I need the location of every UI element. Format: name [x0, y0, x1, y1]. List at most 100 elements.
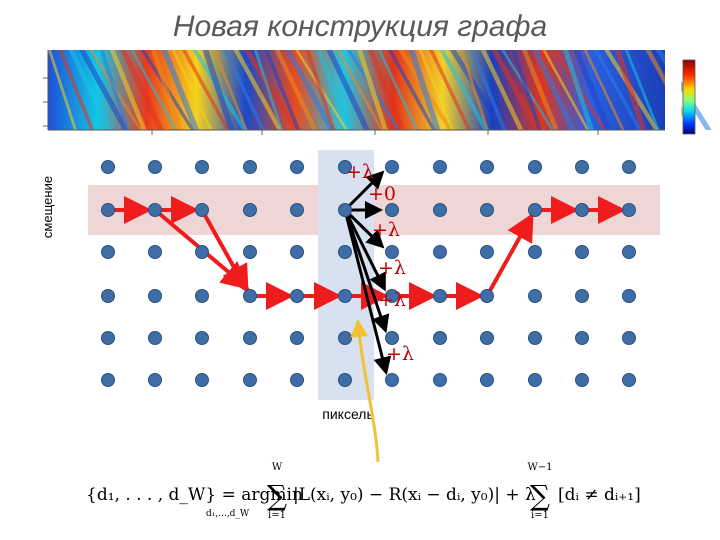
- heatmap-stripe: [336, 50, 384, 130]
- formula-sum1-symbol: ∑: [267, 479, 287, 512]
- path-arrow: [485, 212, 534, 297]
- graph-node: [195, 160, 209, 174]
- heatmap-stripe: [408, 50, 441, 130]
- graph-node: [195, 373, 209, 387]
- graph-node: [243, 160, 257, 174]
- graph-node: [338, 373, 352, 387]
- graph-node: [290, 373, 304, 387]
- graph-node: [575, 160, 589, 174]
- formula-sum2-bottom: i=1: [531, 510, 549, 521]
- candidate-arrow: [343, 208, 385, 249]
- graph-node: [101, 289, 115, 303]
- graph-node: [290, 245, 304, 259]
- graph-node: [338, 203, 352, 217]
- heatmap-stripe: [254, 50, 283, 130]
- heatmap-stripe: [161, 50, 200, 130]
- cost-label: +0: [368, 183, 396, 205]
- graph-node: [385, 245, 399, 259]
- candidate-arrows: [343, 170, 392, 376]
- graph-node: [528, 373, 542, 387]
- heatmap-stripe: [614, 50, 647, 130]
- heatmap-stripe: [429, 50, 472, 130]
- graph-node: [480, 245, 494, 259]
- graph-node: [433, 160, 447, 174]
- heatmap-stripe: [68, 50, 112, 130]
- heatmap-stripe: [151, 50, 182, 130]
- cost-label: +λ: [372, 219, 400, 241]
- graph-node: [622, 203, 636, 217]
- heatmap-stripe: [480, 50, 524, 130]
- heatmap-stripe: [109, 50, 147, 130]
- graph-node: [433, 331, 447, 345]
- graph-node: [385, 289, 399, 303]
- graph-node: [433, 373, 447, 387]
- cost-label: +λ: [378, 257, 406, 279]
- graph-node: [243, 331, 257, 345]
- heatmap-stripe: [542, 50, 590, 130]
- graph-node: [195, 245, 209, 259]
- graph-node: [575, 331, 589, 345]
- candidate-arrow: [343, 209, 392, 376]
- heatmap-stripe: [243, 50, 300, 130]
- graph-node: [101, 245, 115, 259]
- graph-node: [385, 160, 399, 174]
- pixel-pointer-arrow: [350, 319, 380, 463]
- heatmap-stripe: [377, 50, 419, 130]
- heatmap-stripe: [284, 50, 335, 130]
- cost-heatmap-image: [43, 48, 712, 135]
- heatmap-stripe: [624, 50, 660, 130]
- colorbar: [682, 59, 696, 135]
- pixel-label: пиксель: [322, 406, 373, 422]
- heatmap-stripe: [573, 50, 612, 130]
- heatmap-stripe: [563, 50, 594, 130]
- graph-node: [480, 160, 494, 174]
- graph-node: [385, 203, 399, 217]
- graph-node: [622, 289, 636, 303]
- graph-node: [480, 373, 494, 387]
- graph-node: [148, 373, 162, 387]
- cost-label: +λ: [378, 289, 406, 311]
- graph-node: [575, 203, 589, 217]
- formula-term1: |L(xᵢ, y₀) − R(xᵢ − dᵢ, y₀)| + λ: [293, 485, 536, 505]
- graph-node: [101, 203, 115, 217]
- heatmap-stripe: [120, 50, 165, 130]
- graph-node: [575, 289, 589, 303]
- graph-node: [528, 245, 542, 259]
- candidate-arrow: [343, 209, 386, 292]
- heatmap-stripe: [202, 50, 235, 130]
- graph-node: [622, 331, 636, 345]
- graph-node: [101, 331, 115, 345]
- graph-node: [243, 289, 257, 303]
- heatmap-stripe: [583, 50, 625, 130]
- heatmap-stripe: [326, 50, 371, 130]
- graph-node: [528, 289, 542, 303]
- cost-label: +λ: [346, 161, 374, 183]
- graph-node: [243, 245, 257, 259]
- graph-node: [528, 160, 542, 174]
- formula-term2: [dᵢ ≠ dᵢ₊₁]: [558, 485, 641, 505]
- heatmap-stripe: [470, 50, 507, 130]
- heatmap-stripe: [274, 50, 318, 130]
- heatmap-stripe: [130, 50, 178, 130]
- graph-node: [290, 160, 304, 174]
- heatmap-stripe: [532, 50, 577, 130]
- heatmap-stripe: [439, 50, 489, 130]
- graph-node: [148, 160, 162, 174]
- graph-node: [195, 289, 209, 303]
- graph-node: [148, 245, 162, 259]
- heatmap-stripe: [264, 50, 301, 130]
- graph-node: [480, 203, 494, 217]
- node-grid: [101, 160, 636, 387]
- heatmap-stripe: [48, 50, 77, 130]
- graph-node: [385, 373, 399, 387]
- cost-label: +λ: [386, 343, 414, 365]
- graph-node: [385, 331, 399, 345]
- graph-node: [528, 203, 542, 217]
- offset-axis-label: смещение: [40, 175, 55, 239]
- heatmap-stripe: [99, 50, 130, 130]
- heatmap-stripe: [521, 50, 559, 130]
- graph-node: [622, 245, 636, 259]
- heatmap-stripe: [58, 50, 95, 130]
- graph-node: [338, 160, 352, 174]
